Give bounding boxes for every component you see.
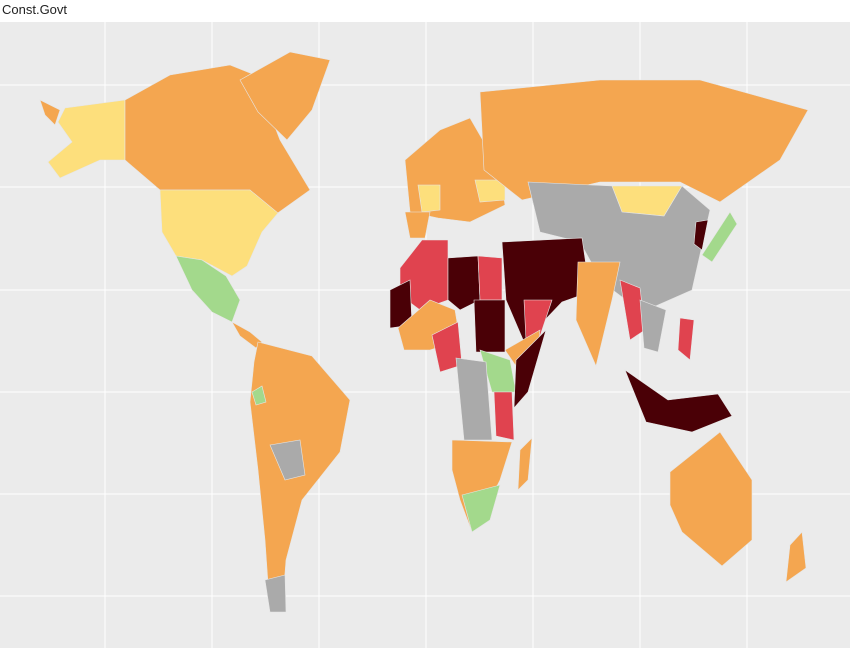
country <box>404 211 431 239</box>
country <box>493 391 515 441</box>
country <box>639 299 667 353</box>
country <box>624 369 733 433</box>
country <box>474 179 506 203</box>
country <box>701 211 738 263</box>
country <box>479 79 809 203</box>
country <box>477 255 503 301</box>
country <box>251 385 267 406</box>
country <box>39 99 61 126</box>
country <box>455 357 493 441</box>
country <box>417 184 441 213</box>
country <box>461 484 501 533</box>
country <box>473 299 506 353</box>
country <box>501 237 591 343</box>
country <box>175 255 241 323</box>
countries <box>39 51 809 613</box>
country <box>264 574 287 613</box>
country <box>513 329 547 409</box>
country <box>785 531 807 583</box>
map-title: Const.Govt <box>2 2 68 17</box>
country <box>239 51 331 141</box>
country <box>693 219 709 251</box>
country <box>517 437 533 491</box>
country <box>677 317 695 361</box>
country <box>159 189 279 277</box>
country <box>269 439 306 481</box>
country <box>447 255 481 311</box>
country <box>669 431 753 567</box>
country <box>575 261 621 367</box>
